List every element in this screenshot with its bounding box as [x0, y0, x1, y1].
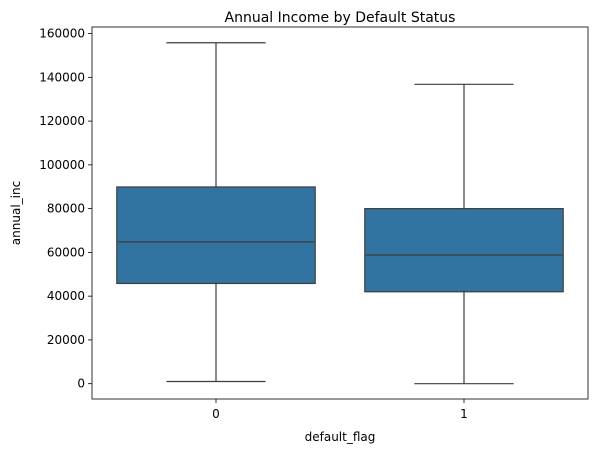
x-tick-label: 0	[212, 407, 220, 421]
y-tick-label: 140000	[39, 70, 85, 84]
y-tick-label: 20000	[47, 333, 85, 347]
y-tick-label: 40000	[47, 289, 85, 303]
box-group-1	[364, 83, 564, 385]
box-group-0	[116, 42, 316, 383]
y-tick-label: 120000	[39, 114, 85, 128]
boxes	[116, 42, 564, 385]
iqr-box	[364, 208, 564, 293]
y-tick-label: 80000	[47, 202, 85, 216]
y-axis: 0 20000 40000 60000 80000 100000 120000 140000 1…	[39, 27, 92, 391]
x-tick-label: 1	[460, 407, 468, 421]
y-tick-label: 60000	[47, 245, 85, 259]
chart-title: Annual Income by Default Status	[225, 10, 456, 26]
y-tick-label: 160000	[39, 27, 85, 41]
x-axis-label: default_flag	[305, 430, 376, 444]
iqr-box	[116, 186, 316, 285]
y-tick-label: 100000	[39, 158, 85, 172]
y-axis-label: annual_inc	[9, 181, 23, 245]
y-tick-label: 0	[77, 377, 85, 391]
plot-frame	[91, 26, 589, 400]
